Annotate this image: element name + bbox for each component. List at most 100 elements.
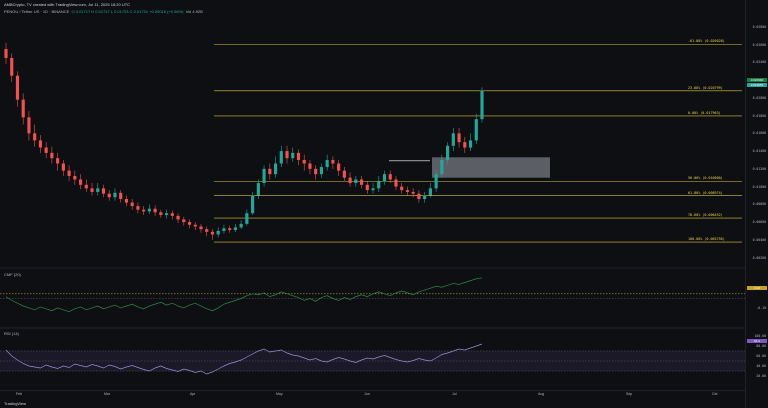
candle-body bbox=[405, 190, 410, 192]
symbol-name[interactable]: PENGU / Tether US · 1D · BINANCE bbox=[4, 9, 70, 14]
candle-body bbox=[268, 168, 272, 175]
time-axis-tick: Sep bbox=[626, 392, 633, 396]
candle-body bbox=[113, 192, 117, 198]
cmf-axis-tick: -0.10 bbox=[756, 305, 766, 310]
candle-body bbox=[256, 183, 260, 196]
candle-body bbox=[468, 140, 473, 148]
rsi-axis-tick: 80.00 bbox=[756, 344, 766, 348]
price-axis-tick: 0.00400 bbox=[752, 237, 766, 242]
price-axis-tick: 0.02400 bbox=[752, 60, 766, 65]
candle-body bbox=[279, 151, 283, 164]
candle-body bbox=[216, 230, 220, 235]
fib-level-label: 23.60% (0.020799) bbox=[688, 85, 723, 90]
rsi-label: RSI (14) bbox=[4, 331, 19, 336]
supply-zone-box bbox=[432, 157, 550, 178]
fib-level-label: 78.60% (0.006452) bbox=[688, 213, 723, 218]
candle-body bbox=[142, 209, 146, 212]
candle-body bbox=[4, 49, 8, 58]
candle-body bbox=[400, 186, 404, 191]
time-axis-tick: Jun bbox=[364, 392, 370, 396]
candle-body bbox=[319, 167, 323, 175]
candle-body bbox=[159, 212, 163, 215]
candle-body bbox=[107, 193, 111, 198]
candle-body bbox=[78, 179, 83, 185]
candle-body bbox=[428, 188, 432, 196]
time-axis-tick: Apr bbox=[190, 392, 196, 396]
price-axis-tick: 0.02000 bbox=[752, 95, 766, 100]
candle-body bbox=[371, 188, 375, 191]
rsi-axis-tick: 100.00 bbox=[754, 334, 766, 338]
time-axis-tick: Aug bbox=[538, 392, 545, 396]
candle-body bbox=[15, 75, 20, 100]
candle-body bbox=[90, 188, 94, 192]
candle-body bbox=[382, 174, 387, 182]
candle-body bbox=[245, 213, 249, 224]
rsi-line bbox=[5, 343, 483, 375]
price-axis-tick: 0.00200 bbox=[752, 255, 766, 260]
candle-body bbox=[84, 184, 88, 189]
candle-body bbox=[337, 163, 341, 171]
price-axis-tick: 0.02800 bbox=[752, 24, 766, 29]
rsi-value-tag: 84.3 bbox=[747, 339, 767, 343]
ohlc-values: O 0.01717 H 0.01717 L 0.01703 C 0.01731 … bbox=[71, 9, 184, 14]
candle-body bbox=[388, 174, 392, 180]
time-axis-tick: May bbox=[276, 392, 283, 396]
price-axis-tick: 0.01000 bbox=[752, 184, 766, 189]
rsi-axis-tick: 20.00 bbox=[756, 374, 766, 378]
cmf-value-tag: 0.10 bbox=[747, 286, 767, 290]
fib-level-label: 100.00% (0.003750) bbox=[688, 237, 725, 242]
candle-body bbox=[182, 219, 186, 223]
candle-body bbox=[394, 179, 398, 187]
candle-body bbox=[331, 159, 335, 164]
time-axis-tick: Oct bbox=[712, 392, 718, 396]
candle-body bbox=[440, 159, 444, 175]
price-axis-tick: 0.00800 bbox=[752, 202, 766, 207]
candle-body bbox=[73, 175, 77, 180]
candle-body bbox=[10, 57, 14, 76]
fib-level-label: 0.00% (0.017963) bbox=[688, 110, 721, 115]
candle-body bbox=[463, 142, 467, 148]
candle-body bbox=[147, 208, 151, 212]
candle-body bbox=[434, 174, 438, 189]
candle-body bbox=[262, 168, 266, 184]
candle-body bbox=[199, 226, 203, 230]
candle-body bbox=[423, 195, 427, 200]
candle-body bbox=[136, 206, 140, 210]
candle-body bbox=[342, 170, 346, 178]
candle-body bbox=[130, 202, 134, 207]
candle-body bbox=[153, 208, 157, 213]
cmf-legend[interactable]: CMF (20) bbox=[4, 272, 21, 277]
candle-body bbox=[457, 133, 461, 143]
candle-body bbox=[446, 145, 450, 160]
candle-body bbox=[296, 152, 301, 160]
candle-body bbox=[193, 224, 197, 227]
tradingview-logo[interactable]: TradingView bbox=[4, 401, 27, 406]
cmf-label: CMF (20) bbox=[4, 272, 21, 277]
rsi-legend[interactable]: RSI (14) bbox=[4, 331, 19, 336]
current-price-tag: 0.019954 bbox=[747, 83, 767, 87]
candle-body bbox=[377, 181, 381, 189]
price-axis[interactable]: 0.028000.026000.024000.022000.020000.018… bbox=[745, 0, 768, 408]
candle-body bbox=[165, 213, 169, 215]
symbol-legend[interactable]: PENGU / Tether US · 1D · BINANCE O 0.017… bbox=[4, 9, 203, 14]
candle-body bbox=[38, 140, 42, 148]
candle-body bbox=[56, 158, 60, 164]
rsi-axis-tick: 60.00 bbox=[756, 354, 766, 358]
candle-body bbox=[67, 170, 71, 176]
candle-body bbox=[205, 229, 209, 232]
candle-body bbox=[61, 163, 65, 171]
candle-body bbox=[365, 184, 369, 191]
candle-body bbox=[21, 99, 25, 118]
price-axis-tick: 0.01200 bbox=[752, 166, 766, 171]
price-axis-tick: 0.02600 bbox=[752, 42, 766, 47]
fib-level-label: 61.80% (0.008974) bbox=[688, 190, 723, 195]
candle-body bbox=[291, 152, 295, 159]
candle-body bbox=[411, 191, 415, 194]
cmf-line bbox=[5, 277, 483, 313]
candle-body bbox=[119, 192, 123, 200]
fib-level-label: -61.80% (0.026028) bbox=[688, 39, 725, 44]
candle-body bbox=[50, 152, 54, 159]
time-axis[interactable]: Feb Mar Apr May Jun Jul Aug Sep Oct bbox=[0, 390, 746, 399]
